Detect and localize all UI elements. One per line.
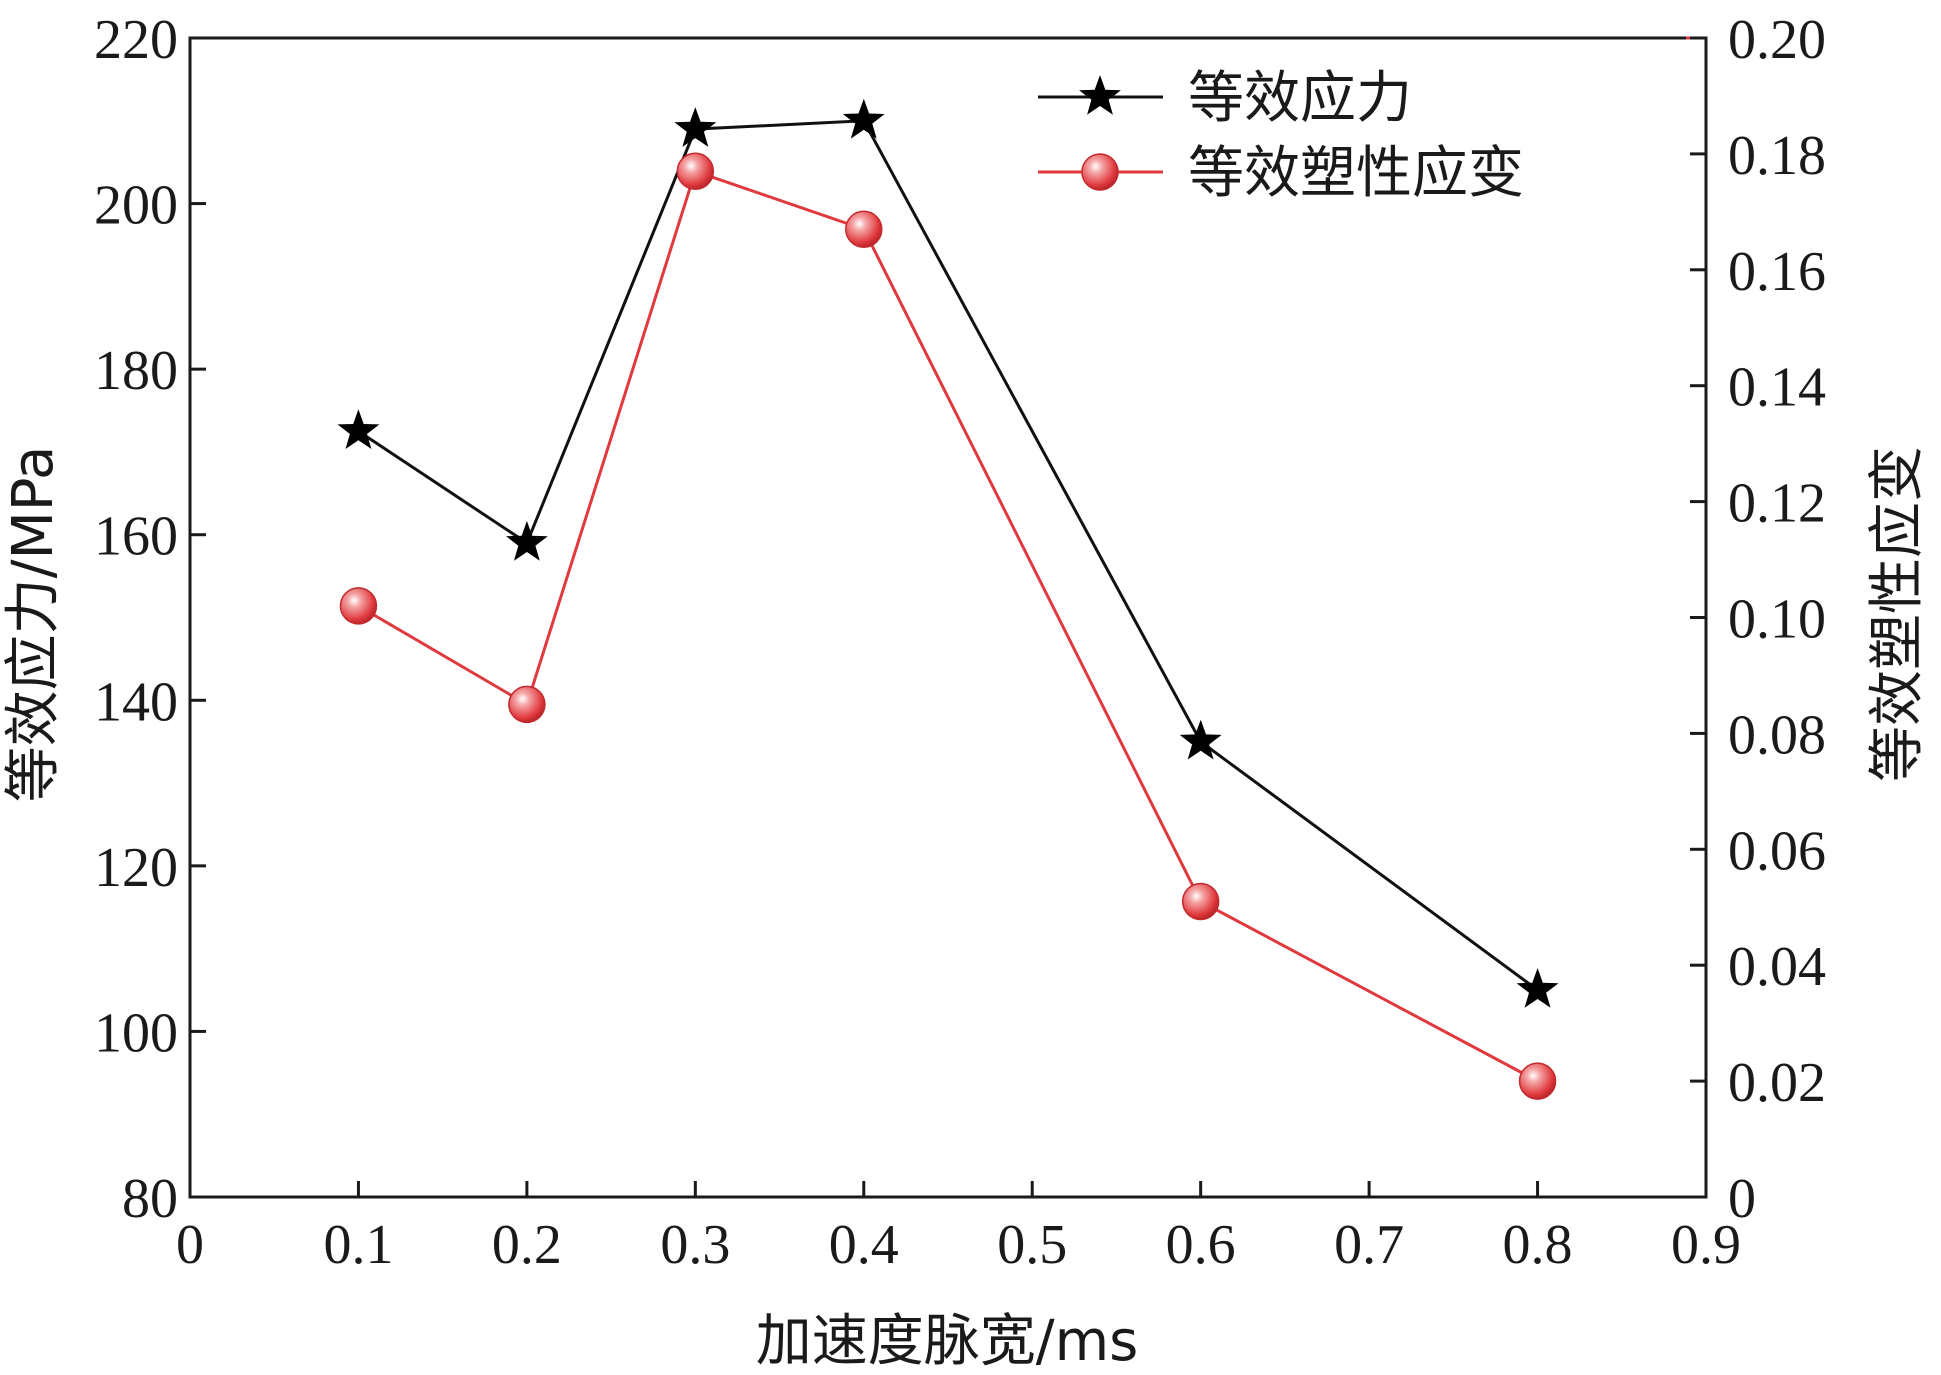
data-point-strain — [508, 685, 546, 724]
y-right-tick-label: 0.12 — [1728, 473, 1826, 535]
series-line-1 — [357, 169, 1539, 1083]
legend-ball-marker — [1081, 153, 1119, 191]
data-point-stress — [674, 107, 717, 147]
data-point-strain — [845, 210, 883, 248]
y-right-tick-label: 0.06 — [1728, 820, 1826, 882]
data-point-stress — [337, 409, 380, 449]
y-left-tick-label: 120 — [94, 837, 178, 899]
x-tick-label: 0.2 — [492, 1214, 562, 1276]
y-right-tick-label: 0 — [1728, 1168, 1756, 1230]
y-left-tick-label: 100 — [94, 1002, 178, 1064]
legend-star-marker — [1079, 75, 1121, 115]
legend-label-stress: 等效应力 — [1188, 66, 1412, 131]
series-line-0 — [357, 119, 1539, 992]
data-point-stress — [506, 521, 548, 561]
y-axis-title-right: 等效塑性应变 — [1865, 446, 1930, 782]
y-left-tick-label: 220 — [94, 9, 178, 71]
x-tick-label: 0.7 — [1334, 1214, 1404, 1276]
y-left-tick-label: 200 — [94, 175, 178, 237]
y-axis-title-left: 等效应力/MPa — [1, 446, 66, 803]
y-right-tick-label: 0.04 — [1728, 936, 1826, 998]
x-axis-title: 加速度脉宽/ms — [756, 1309, 1139, 1374]
y-left-tick-label: 80 — [122, 1168, 178, 1230]
y-left-tick-label: 160 — [94, 506, 178, 568]
legend-marker-stress — [1079, 75, 1121, 115]
y-right-tick-label: 0.16 — [1728, 241, 1826, 303]
x-tick-label: 0.3 — [660, 1214, 730, 1276]
data-point-stress — [842, 98, 885, 139]
y-right-tick-label: 0.14 — [1728, 357, 1826, 419]
data-point-strain — [676, 152, 715, 191]
data-point-stress — [1179, 719, 1222, 760]
plot-frame — [188, 36, 1708, 1199]
axes — [188, 36, 1708, 1199]
x-tick-label: 0.6 — [1166, 1214, 1236, 1276]
y-right-tick-label: 0.10 — [1728, 589, 1826, 651]
x-tick-label: 0.9 — [1671, 1214, 1741, 1276]
y-right-tick-label: 0.02 — [1728, 1052, 1826, 1114]
x-tick-label: 0.4 — [829, 1214, 899, 1276]
x-tick-label: 0.5 — [997, 1214, 1067, 1276]
data-point-strain — [339, 587, 378, 625]
data-point-strain — [1181, 882, 1220, 921]
y-left-tick-label: 140 — [94, 671, 178, 733]
data-point-strain — [1518, 1062, 1557, 1100]
x-tick-label: 0.1 — [323, 1214, 393, 1276]
y-right-tick-label: 0.08 — [1728, 704, 1826, 766]
y-left-tick-label: 180 — [94, 340, 178, 402]
y-right-tick-label: 0.20 — [1728, 9, 1826, 71]
y-right-tick-label: 0.18 — [1728, 125, 1826, 187]
x-tick-label: 0.8 — [1503, 1214, 1573, 1276]
legend: 等效应力 等效塑性应变 — [1038, 66, 1524, 206]
tick-labels: 0 0.1 0.2 0.3 0.4 0.5 0.6 0.7 0.8 0.9 80 100 120 140 1… — [94, 9, 1826, 1276]
x-tick-label: 0 — [176, 1214, 204, 1276]
legend-label-strain: 等效塑性应变 — [1188, 141, 1524, 206]
data-point-stress — [1516, 968, 1559, 1008]
series-layer — [337, 98, 1559, 1100]
legend-marker-strain — [1081, 153, 1119, 191]
